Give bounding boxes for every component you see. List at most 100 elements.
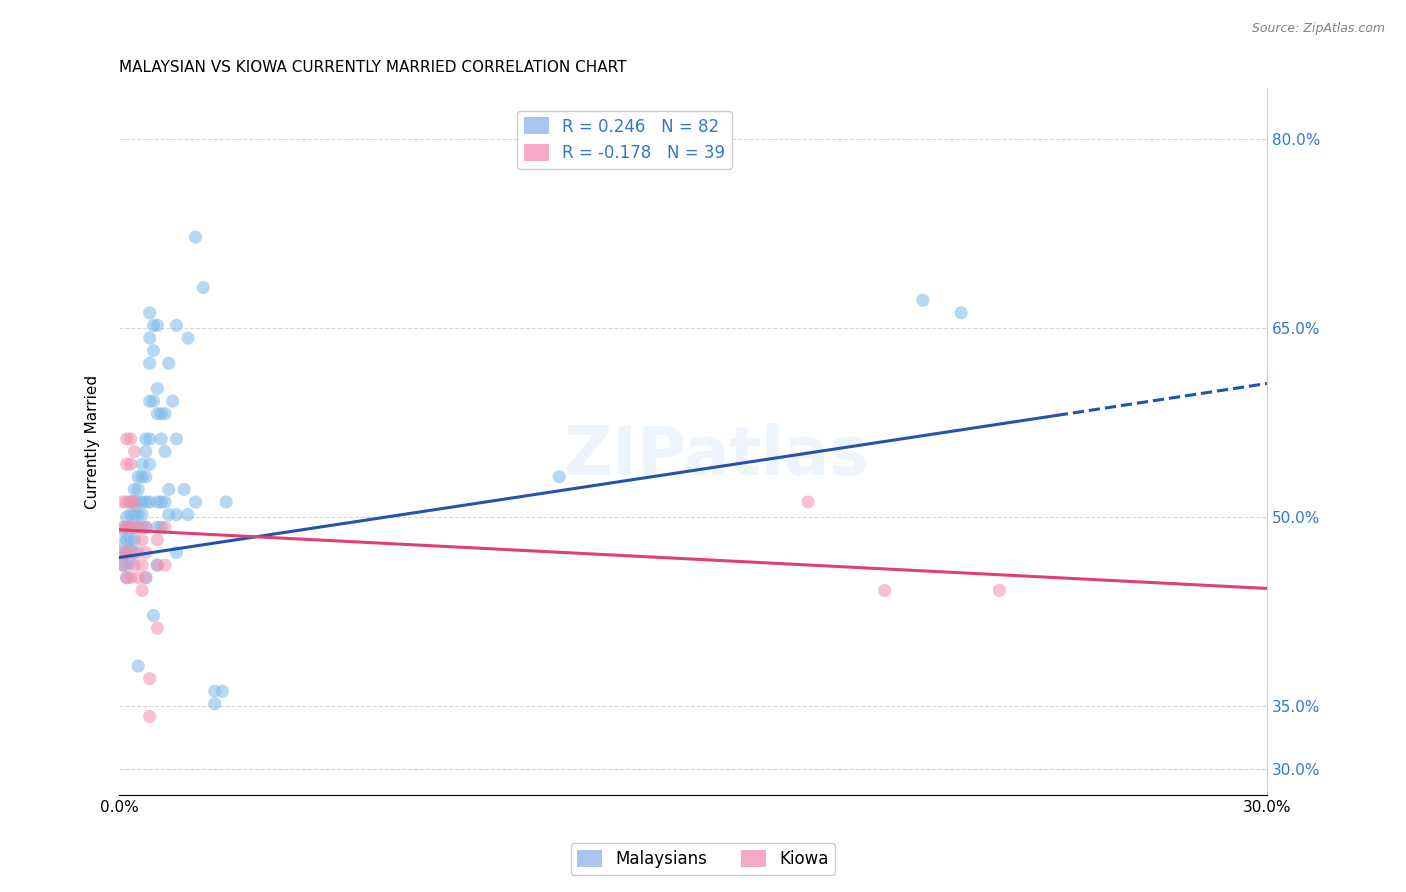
Point bbox=[120, 571, 142, 585]
Point bbox=[124, 444, 146, 458]
Text: MALAYSIAN VS KIOWA CURRENTLY MARRIED CORRELATION CHART: MALAYSIAN VS KIOWA CURRENTLY MARRIED COR… bbox=[120, 60, 627, 75]
Point bbox=[115, 533, 138, 547]
Point bbox=[166, 318, 188, 333]
Point bbox=[131, 533, 153, 547]
Point bbox=[150, 495, 173, 509]
Point bbox=[146, 558, 169, 573]
Point bbox=[193, 280, 215, 294]
Point bbox=[166, 432, 188, 446]
Point bbox=[131, 495, 153, 509]
Point bbox=[124, 508, 146, 522]
Legend: Malaysians, Kiowa: Malaysians, Kiowa bbox=[571, 843, 835, 875]
Point bbox=[153, 444, 176, 458]
Point bbox=[215, 495, 238, 509]
Point bbox=[138, 394, 160, 409]
Point bbox=[115, 545, 138, 559]
Point bbox=[157, 483, 180, 497]
Point bbox=[115, 510, 138, 524]
Point bbox=[162, 394, 184, 409]
Point bbox=[124, 520, 146, 534]
Point bbox=[111, 558, 134, 573]
Point bbox=[111, 548, 134, 562]
Point bbox=[120, 457, 142, 471]
Point bbox=[115, 571, 138, 585]
Point bbox=[211, 684, 233, 698]
Point bbox=[138, 432, 160, 446]
Point bbox=[150, 432, 173, 446]
Point bbox=[131, 508, 153, 522]
Point bbox=[131, 470, 153, 484]
Point bbox=[135, 495, 157, 509]
Point bbox=[950, 306, 973, 320]
Point bbox=[115, 495, 138, 509]
Point bbox=[184, 230, 207, 244]
Point bbox=[135, 571, 157, 585]
Point bbox=[135, 520, 157, 534]
Point bbox=[911, 293, 934, 308]
Point bbox=[115, 571, 138, 585]
Point bbox=[146, 621, 169, 635]
Point bbox=[127, 545, 149, 559]
Point bbox=[548, 470, 571, 484]
Point bbox=[177, 508, 200, 522]
Point bbox=[138, 457, 160, 471]
Point bbox=[150, 407, 173, 421]
Point bbox=[120, 520, 142, 534]
Point bbox=[135, 545, 157, 559]
Y-axis label: Currently Married: Currently Married bbox=[86, 375, 100, 508]
Point bbox=[135, 571, 157, 585]
Point bbox=[124, 558, 146, 573]
Point bbox=[111, 535, 134, 549]
Point bbox=[146, 558, 169, 573]
Point bbox=[138, 356, 160, 370]
Text: Source: ZipAtlas.com: Source: ZipAtlas.com bbox=[1251, 22, 1385, 36]
Point bbox=[166, 545, 188, 559]
Point bbox=[138, 672, 160, 686]
Point bbox=[157, 508, 180, 522]
Point bbox=[124, 533, 146, 547]
Point bbox=[124, 483, 146, 497]
Point bbox=[127, 483, 149, 497]
Point bbox=[131, 520, 153, 534]
Point bbox=[131, 583, 153, 598]
Point bbox=[166, 508, 188, 522]
Point bbox=[204, 684, 226, 698]
Point bbox=[127, 571, 149, 585]
Point bbox=[153, 495, 176, 509]
Point bbox=[120, 520, 142, 534]
Point bbox=[204, 697, 226, 711]
Point bbox=[146, 520, 169, 534]
Point bbox=[124, 545, 146, 559]
Point bbox=[988, 583, 1011, 598]
Point bbox=[146, 318, 169, 333]
Point bbox=[150, 520, 173, 534]
Point bbox=[138, 306, 160, 320]
Point bbox=[120, 432, 142, 446]
Point bbox=[873, 583, 896, 598]
Point bbox=[111, 558, 134, 573]
Point bbox=[115, 545, 138, 559]
Point bbox=[138, 331, 160, 345]
Point bbox=[127, 508, 149, 522]
Point bbox=[127, 470, 149, 484]
Point bbox=[127, 495, 149, 509]
Point bbox=[111, 523, 134, 537]
Point bbox=[111, 495, 134, 509]
Point bbox=[135, 432, 157, 446]
Point bbox=[173, 483, 195, 497]
Point bbox=[142, 318, 165, 333]
Point bbox=[124, 495, 146, 509]
Point bbox=[135, 470, 157, 484]
Legend: R = 0.246   N = 82, R = -0.178   N = 39: R = 0.246 N = 82, R = -0.178 N = 39 bbox=[517, 111, 731, 169]
Point bbox=[138, 495, 160, 509]
Point bbox=[131, 558, 153, 573]
Point bbox=[127, 520, 149, 534]
Point bbox=[124, 495, 146, 509]
Point bbox=[138, 709, 160, 723]
Point bbox=[115, 432, 138, 446]
Point bbox=[177, 331, 200, 345]
Point bbox=[124, 520, 146, 534]
Point bbox=[146, 533, 169, 547]
Point bbox=[146, 382, 169, 396]
Point bbox=[115, 520, 138, 534]
